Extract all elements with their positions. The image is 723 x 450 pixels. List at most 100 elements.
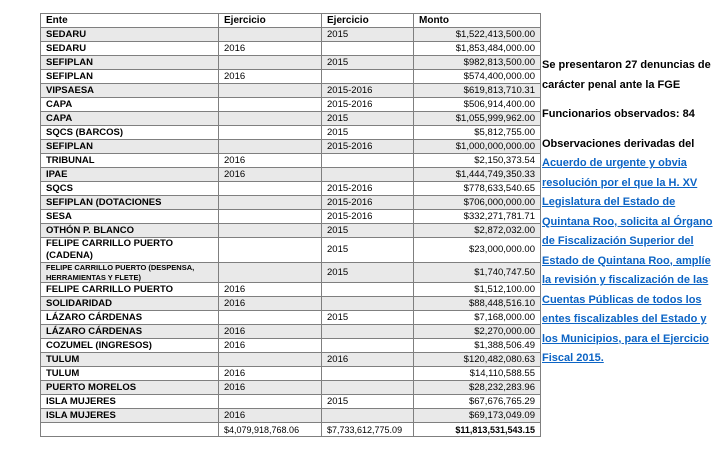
table-row: LÁZARO CÁRDENAS 2016 $2,270,000.00 bbox=[40, 324, 541, 339]
cell-ente: FELIPE CARRILLO PUERTO (DESPENSA, HERRAM… bbox=[40, 262, 219, 283]
cell-monto: $506,914,400.00 bbox=[413, 97, 541, 112]
cell-monto: $28,232,283.96 bbox=[413, 380, 541, 395]
cell-ente: SQCS bbox=[40, 181, 219, 196]
cell-monto: $1,853,484,000.00 bbox=[413, 41, 541, 56]
cell-ente: SEDARU bbox=[40, 27, 219, 42]
cell-ente: SEFIPLAN (DOTACIONES bbox=[40, 195, 219, 210]
note-denuncias: Se presentaron 27 denuncias de carácter … bbox=[542, 59, 711, 91]
table-row: LÁZARO CÁRDENAS 2015 $7,168,000.00 bbox=[40, 310, 541, 325]
cell-ejercicio-2: 2015 bbox=[321, 223, 414, 238]
total-ejercicio-1-cell: $4,079,918,768.06 bbox=[218, 422, 322, 437]
cell-monto: $69,173,049.09 bbox=[413, 408, 541, 423]
cell-monto: $1,388,506.49 bbox=[413, 338, 541, 353]
table-header: Ente Ejercicio Ejercicio Monto bbox=[40, 13, 541, 28]
col-header-monto: Monto bbox=[413, 13, 541, 28]
cell-ente: TULUM bbox=[40, 352, 219, 367]
cell-ejercicio-1 bbox=[218, 111, 322, 126]
total-monto-cell: $11,813,531,543.15 bbox=[413, 422, 541, 437]
table-row: FELIPE CARRILLO PUERTO (DESPENSA, HERRAM… bbox=[40, 262, 541, 283]
cell-monto: $574,400,000.00 bbox=[413, 69, 541, 84]
cell-monto: $778,633,540.65 bbox=[413, 181, 541, 196]
cell-ejercicio-2: 2015 bbox=[321, 394, 414, 409]
cell-monto: $1,512,100.00 bbox=[413, 282, 541, 297]
table-row: IPAE 2016 $1,444,749,350.33 bbox=[40, 167, 541, 182]
note-observaciones: Observaciones derivadas del Acuerdo de u… bbox=[542, 135, 722, 369]
col-header-ente: Ente bbox=[40, 13, 219, 28]
cell-ejercicio-1: 2016 bbox=[218, 69, 322, 84]
cell-ente: COZUMEL (INGRESOS) bbox=[40, 338, 219, 353]
cell-ejercicio-1 bbox=[218, 55, 322, 70]
table-row: FELIPE CARRILLO PUERTO (CADENA) 2015 $23,0… bbox=[40, 237, 541, 263]
cell-ejercicio-2: 2015 bbox=[321, 237, 414, 263]
cell-monto: $2,270,000.00 bbox=[413, 324, 541, 339]
table-row: TULUM 2016 $120,482,080.63 bbox=[40, 352, 541, 367]
cell-ente: IPAE bbox=[40, 167, 219, 182]
cell-ente: SOLIDARIDAD bbox=[40, 296, 219, 311]
cell-ejercicio-1: 2016 bbox=[218, 167, 322, 182]
table-row: SESA 2015-2016 $332,271,781.71 bbox=[40, 209, 541, 224]
table-row: SEFIPLAN 2015-2016 $1,000,000,000.00 bbox=[40, 139, 541, 154]
cell-monto: $23,000,000.00 bbox=[413, 237, 541, 263]
cell-monto: $1,522,413,500.00 bbox=[413, 27, 541, 42]
cell-ejercicio-1: 2016 bbox=[218, 282, 322, 297]
cell-ente: SEFIPLAN bbox=[40, 139, 219, 154]
cell-ejercicio-1 bbox=[218, 352, 322, 367]
cell-monto: $1,055,999,962.00 bbox=[413, 111, 541, 126]
cell-ejercicio-1: 2016 bbox=[218, 296, 322, 311]
cell-ejercicio-2 bbox=[321, 41, 414, 56]
cell-monto: $706,000,000.00 bbox=[413, 195, 541, 210]
cell-ejercicio-1: 2016 bbox=[218, 366, 322, 381]
cell-ejercicio-2 bbox=[321, 324, 414, 339]
cell-ejercicio-1 bbox=[218, 310, 322, 325]
cell-ejercicio-1 bbox=[218, 97, 322, 112]
cell-ejercicio-2: 2015 bbox=[321, 310, 414, 325]
cell-ejercicio-1 bbox=[218, 262, 322, 283]
cell-ejercicio-2 bbox=[321, 296, 414, 311]
cell-ejercicio-1 bbox=[218, 223, 322, 238]
cell-ejercicio-1 bbox=[218, 209, 322, 224]
cell-ente: TULUM bbox=[40, 366, 219, 381]
entes-table-container: Ente Ejercicio Ejercicio Monto SEDARU 201… bbox=[40, 13, 541, 437]
cell-ejercicio-1: 2016 bbox=[218, 41, 322, 56]
cell-ejercicio-2: 2015 bbox=[321, 111, 414, 126]
cell-ejercicio-2: 2015-2016 bbox=[321, 97, 414, 112]
cell-ejercicio-2: 2015 bbox=[321, 125, 414, 140]
cell-ente: FELIPE CARRILLO PUERTO (CADENA) bbox=[40, 237, 219, 263]
table-row: SEDARU 2015 $1,522,413,500.00 bbox=[40, 27, 541, 42]
cell-ejercicio-1: 2016 bbox=[218, 408, 322, 423]
cell-ente: SEFIPLAN bbox=[40, 69, 219, 84]
col-header-ejercicio-1: Ejercicio bbox=[218, 13, 322, 28]
table-row: SEFIPLAN 2016 $574,400,000.00 bbox=[40, 69, 541, 84]
cell-ejercicio-2 bbox=[321, 380, 414, 395]
cell-ente: TRIBUNAL bbox=[40, 153, 219, 168]
table-row: SOLIDARIDAD 2016 $88,448,516.10 bbox=[40, 296, 541, 311]
cell-ejercicio-2 bbox=[321, 153, 414, 168]
table-body: SEDARU 2015 $1,522,413,500.00 SEDARU 2016 $1,… bbox=[40, 27, 541, 423]
cell-monto: $1,444,749,350.33 bbox=[413, 167, 541, 182]
cell-ente: SESA bbox=[40, 209, 219, 224]
table-row: COZUMEL (INGRESOS) 2016 $1,388,506.49 bbox=[40, 338, 541, 353]
cell-ejercicio-2: 2015-2016 bbox=[321, 139, 414, 154]
cell-ejercicio-1 bbox=[218, 83, 322, 98]
cell-monto: $88,448,516.10 bbox=[413, 296, 541, 311]
cell-ejercicio-1: 2016 bbox=[218, 324, 322, 339]
cell-monto: $67,676,765.29 bbox=[413, 394, 541, 409]
total-row: $4,079,918,768.06 $7,733,612,775.09 $11,… bbox=[40, 422, 541, 437]
cell-ejercicio-1 bbox=[218, 394, 322, 409]
cell-ente: LÁZARO CÁRDENAS bbox=[40, 310, 219, 325]
cell-monto: $332,271,781.71 bbox=[413, 209, 541, 224]
cell-ejercicio-2: 2015 bbox=[321, 55, 414, 70]
table-row: ISLA MUJERES 2016 $69,173,049.09 bbox=[40, 408, 541, 423]
cell-ente: SQCS (BARCOS) bbox=[40, 125, 219, 140]
table-row: CAPA 2015-2016 $506,914,400.00 bbox=[40, 97, 541, 112]
table-footer: $4,079,918,768.06 $7,733,612,775.09 $11,… bbox=[40, 422, 541, 437]
acuerdo-link[interactable]: Acuerdo de urgente y obvia resolución po… bbox=[542, 157, 713, 364]
cell-monto: $1,740,747.50 bbox=[413, 262, 541, 283]
table-row: CAPA 2015 $1,055,999,962.00 bbox=[40, 111, 541, 126]
cell-ejercicio-1 bbox=[218, 237, 322, 263]
table-row: SEFIPLAN 2015 $982,813,500.00 bbox=[40, 55, 541, 70]
cell-ejercicio-2 bbox=[321, 366, 414, 381]
cell-monto: $619,813,710.31 bbox=[413, 83, 541, 98]
note-observaciones-prefix: Observaciones derivadas del bbox=[542, 137, 695, 150]
table-row: PUERTO MORELOS 2016 $28,232,283.96 bbox=[40, 380, 541, 395]
